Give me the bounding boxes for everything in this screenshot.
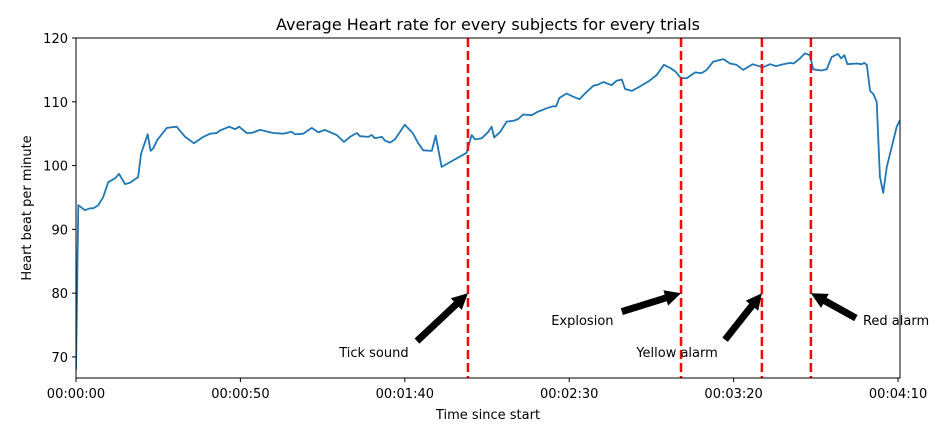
annotation-arrow xyxy=(620,290,681,315)
x-axis-label: Time since start xyxy=(435,408,540,423)
y-tick-label: 90 xyxy=(51,223,68,238)
x-tick-label: 00:03:20 xyxy=(704,387,762,402)
x-tick-label: 00:00:00 xyxy=(47,387,105,402)
annotation-arrow xyxy=(722,293,762,342)
y-tick-label: 70 xyxy=(51,351,68,366)
annotation-label: Yellow alarm xyxy=(635,346,717,361)
plot-frame xyxy=(75,37,901,379)
x-tick-label: 00:00:50 xyxy=(211,387,269,402)
chart-title: Average Heart rate for every subjects fo… xyxy=(276,15,700,34)
annotation-arrow xyxy=(414,293,468,344)
annotation-label: Tick sound xyxy=(338,346,408,361)
x-tick-label: 00:02:30 xyxy=(540,387,598,402)
y-tick-label: 120 xyxy=(43,32,68,47)
y-tick-label: 80 xyxy=(51,287,68,302)
y-tick-label: 110 xyxy=(43,96,68,111)
annotation-label: Red alarm xyxy=(863,314,929,329)
annotation-arrow xyxy=(810,293,858,322)
x-tick-label: 00:01:40 xyxy=(376,387,434,402)
annotation-label: Explosion xyxy=(551,314,613,329)
y-axis-label: Heart beat per minute xyxy=(20,135,35,280)
y-tick-label: 100 xyxy=(43,160,68,175)
heart-rate-line xyxy=(76,52,900,370)
x-tick-label: 00:04:10 xyxy=(869,387,927,402)
